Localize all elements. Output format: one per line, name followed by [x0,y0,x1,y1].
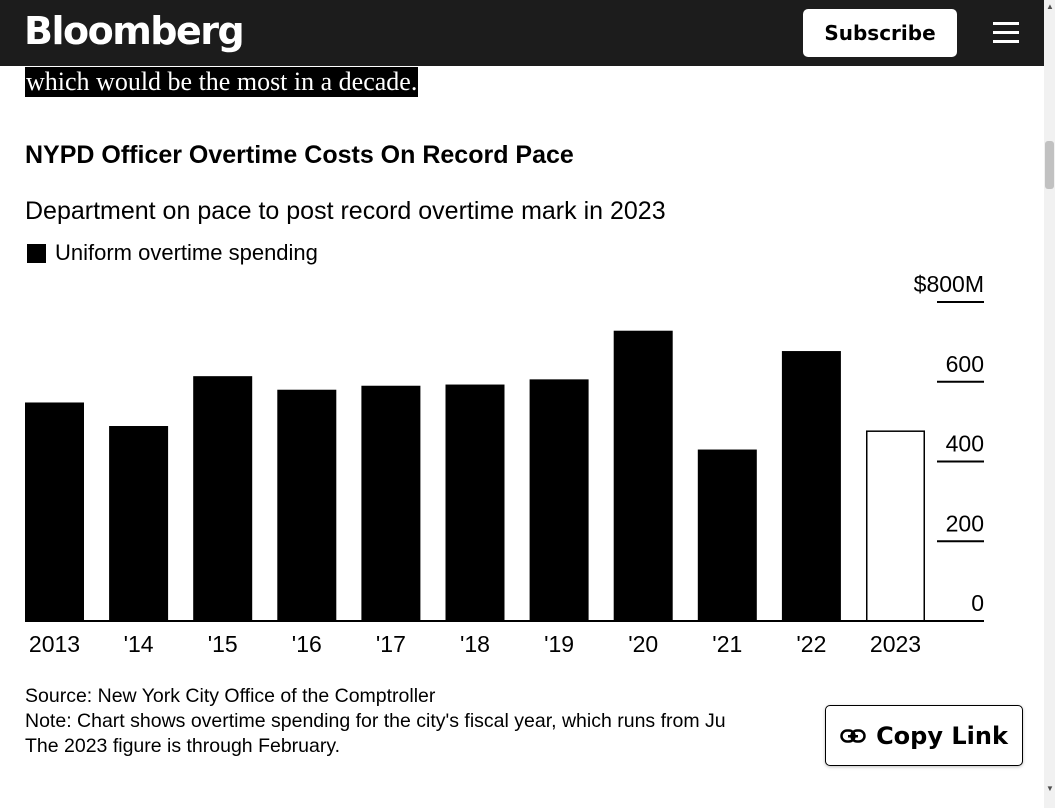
y-tick-label: 600 [946,351,984,377]
x-tick-label: 2023 [870,631,921,657]
x-tick-label: '21 [712,631,742,657]
bar-2013 [25,402,84,621]
chart-title: NYPD Officer Overtime Costs On Record Pa… [25,141,574,169]
chart-legend: Uniform overtime spending [27,240,318,266]
y-tick-label: 400 [946,431,984,457]
bar-chart: 0 200 400 600 $800M 2013 '14 '15 '16 '17 '18 '19 '20… [25,271,984,657]
bar-17 [361,385,421,621]
scroll-down-arrow-icon[interactable]: ▼ [1046,784,1054,793]
subscribe-button[interactable]: Subscribe [803,9,957,57]
bar-2023 [866,430,925,622]
legend-swatch [27,243,46,263]
x-tick-label: '16 [292,631,322,657]
x-tick-label: '18 [460,631,490,657]
bar-19 [529,379,589,621]
scroll-thumb[interactable] [1045,141,1054,189]
site-header: Bloomberg Subscribe [0,0,1044,66]
bar-16 [277,389,337,621]
x-tick-label: '20 [628,631,658,657]
bar-15 [193,376,253,621]
link-icon [840,728,866,743]
hamburger-menu-icon[interactable] [990,18,1022,48]
highlighted-article-text: which would be the most in a decade. [25,67,419,97]
y-tick-label: 200 [946,510,984,536]
legend-label: Uniform overtime spending [55,240,318,265]
copy-link-label: Copy Link [876,721,1008,750]
scroll-up-arrow-icon[interactable]: ▲ [1046,2,1054,11]
x-tick-label: '14 [124,631,154,657]
bar-20 [613,330,673,621]
bar-21 [697,449,757,621]
bar-18 [445,384,505,621]
copy-link-button[interactable]: Copy Link [825,705,1023,766]
chart-note: Note: Chart shows overtime spending for … [25,710,726,732]
page-scrollbar[interactable]: ▲ ▼ [1044,0,1055,808]
x-tick-label: '17 [376,631,406,657]
bar-22 [781,351,841,621]
x-tick-label: '22 [796,631,826,657]
chart-source: Source: New York City Office of the Comp… [25,685,436,707]
y-tick-label: 0 [971,590,984,616]
bloomberg-logo[interactable]: Bloomberg [24,9,245,53]
x-tick-label: 2013 [29,631,80,657]
y-tick-label: $800M [914,271,984,297]
bar-14 [109,426,169,621]
x-tick-label: '19 [544,631,574,657]
chart-subtitle: Department on pace to post record overti… [25,197,666,225]
chart-note-2023: The 2023 figure is through February. [25,735,341,757]
x-tick-label: '15 [208,631,238,657]
